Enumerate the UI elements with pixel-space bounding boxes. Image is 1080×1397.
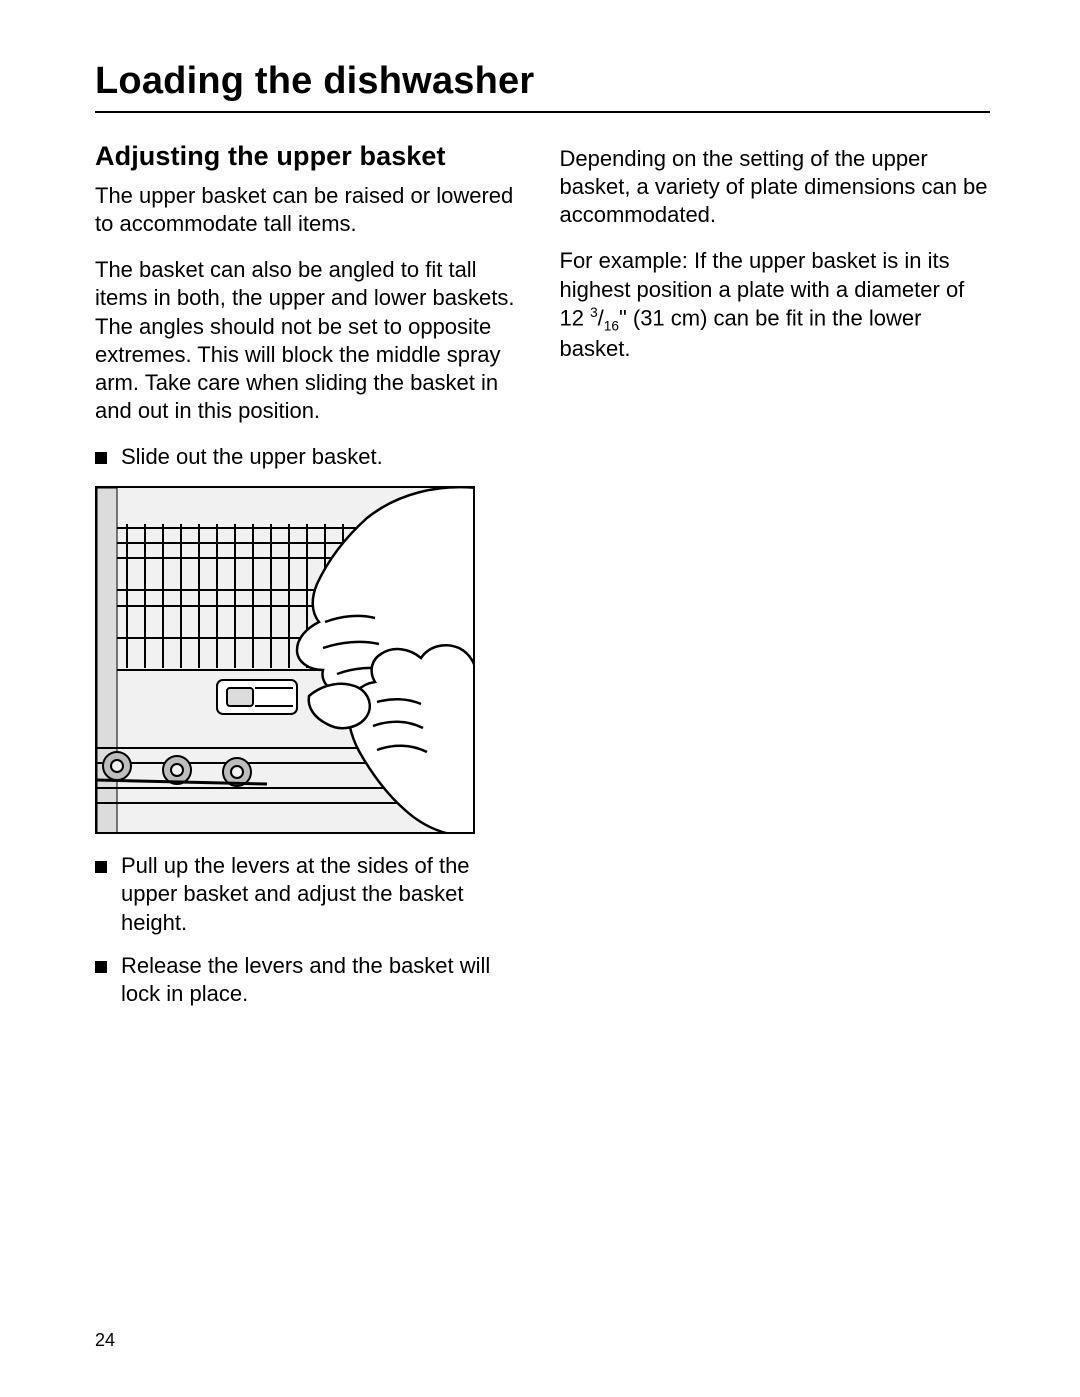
title-divider xyxy=(95,111,990,113)
step-item: Release the levers and the basket will l… xyxy=(95,952,526,1009)
left-column: Adjusting the upper basket The upper bas… xyxy=(95,133,526,1023)
fraction-denominator: 16 xyxy=(604,319,619,334)
page-title: Loading the dishwasher xyxy=(95,60,990,103)
manual-page: Loading the dishwasher Adjusting the upp… xyxy=(0,0,1080,1397)
step-list: Slide out the upper basket. xyxy=(95,443,526,472)
right-paragraph-2: For example: If the upper basket is in i… xyxy=(560,247,991,363)
right-paragraph-1: Depending on the setting of the upper ba… xyxy=(560,145,991,229)
basket-illustration-svg xyxy=(97,488,475,834)
step-list-continued: Pull up the levers at the sides of the u… xyxy=(95,852,526,1009)
step-item: Pull up the levers at the sides of the u… xyxy=(95,852,526,938)
basket-adjust-illustration xyxy=(95,486,475,834)
fraction-numerator: 3 xyxy=(590,305,598,320)
intro-paragraph-1: The upper basket can be raised or lowere… xyxy=(95,182,526,238)
step-item: Slide out the upper basket. xyxy=(95,443,526,472)
right-column: Depending on the setting of the upper ba… xyxy=(560,133,991,1023)
section-heading: Adjusting the upper basket xyxy=(95,141,526,172)
two-column-layout: Adjusting the upper basket The upper bas… xyxy=(95,133,990,1023)
page-number: 24 xyxy=(95,1330,115,1351)
intro-paragraph-2: The basket can also be angled to fit tal… xyxy=(95,256,526,425)
